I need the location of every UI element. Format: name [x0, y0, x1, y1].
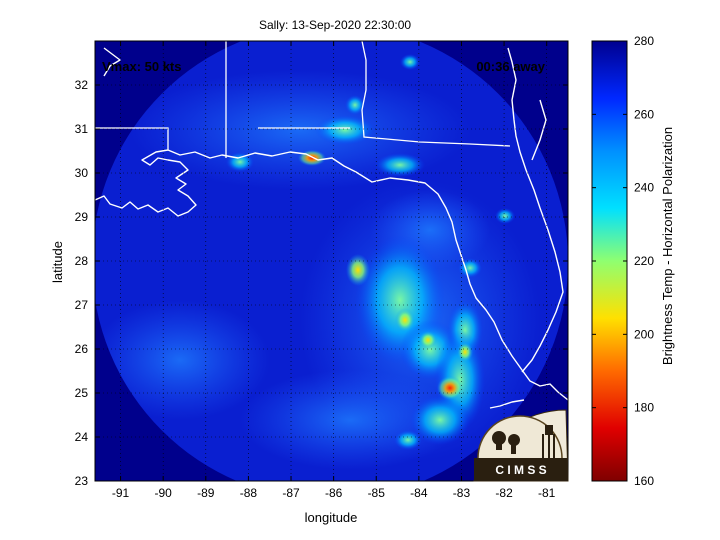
- coastline: [95, 47, 568, 409]
- y-tick-label: 26: [75, 342, 89, 356]
- y-tick-label: 24: [75, 430, 89, 444]
- y-tick-label: 28: [75, 254, 89, 268]
- colorbar-tick-label: 200: [634, 327, 654, 341]
- colorbar-tick-label: 280: [634, 34, 654, 48]
- plot-frame: [94, 40, 569, 482]
- colorbar-tick-label: 160: [634, 474, 654, 488]
- x-tick-label: -89: [197, 486, 215, 500]
- y-tick-label: 23: [75, 474, 89, 488]
- y-tick-label: 25: [75, 386, 89, 400]
- colorbar-tick-label: 220: [634, 254, 654, 268]
- y-tick-label: 31: [75, 122, 89, 136]
- figure-title: Sally: 13-Sep-2020 22:30:00: [259, 18, 411, 32]
- x-tick-label: -85: [368, 486, 386, 500]
- x-tick-label: -81: [538, 486, 556, 500]
- colorbar-label: Brightness Temp - Horizontal Polarizatio…: [660, 127, 675, 365]
- vmax-label: Vmax: 50 kts: [102, 59, 182, 74]
- colorbar-tick-label: 240: [634, 181, 654, 195]
- x-tick-label: -87: [282, 486, 300, 500]
- cimss-logo-text: C I M S S: [495, 463, 546, 477]
- x-tick-label: -82: [495, 486, 513, 500]
- y-tick-label: 30: [75, 166, 89, 180]
- y-axis-label: latitude: [50, 241, 65, 283]
- y-tick-label: 29: [75, 210, 89, 224]
- time-away-label: 00:36 away: [476, 59, 545, 74]
- x-tick-label: -83: [453, 486, 471, 500]
- x-tick-label: -91: [112, 486, 130, 500]
- y-tick-label: 27: [75, 298, 89, 312]
- colorbar: 160 180 200 220 240 260 280 Brightness Temp - …: [591, 34, 675, 488]
- x-tick-label: -88: [240, 486, 258, 500]
- x-axis-label: longitude: [305, 510, 358, 525]
- colorbar-ticks: 160 180 200 220 240 260 280: [592, 34, 654, 488]
- colorbar-gradient: [591, 40, 628, 482]
- state-borders: [95, 41, 511, 158]
- colorbar-tick-label: 260: [634, 107, 654, 121]
- colorbar-tick-label: 180: [634, 401, 654, 415]
- x-tick-label: -86: [325, 486, 343, 500]
- x-tick-label: -84: [410, 486, 428, 500]
- grid-and-ticks: -91 -90 -89 -88 -87 -86 -85 -84 -83 -82 -81 23 24 25 2…: [75, 41, 568, 500]
- y-tick-label: 32: [75, 78, 89, 92]
- x-tick-label: -90: [155, 486, 173, 500]
- cimss-logo: C I M S S: [473, 409, 569, 482]
